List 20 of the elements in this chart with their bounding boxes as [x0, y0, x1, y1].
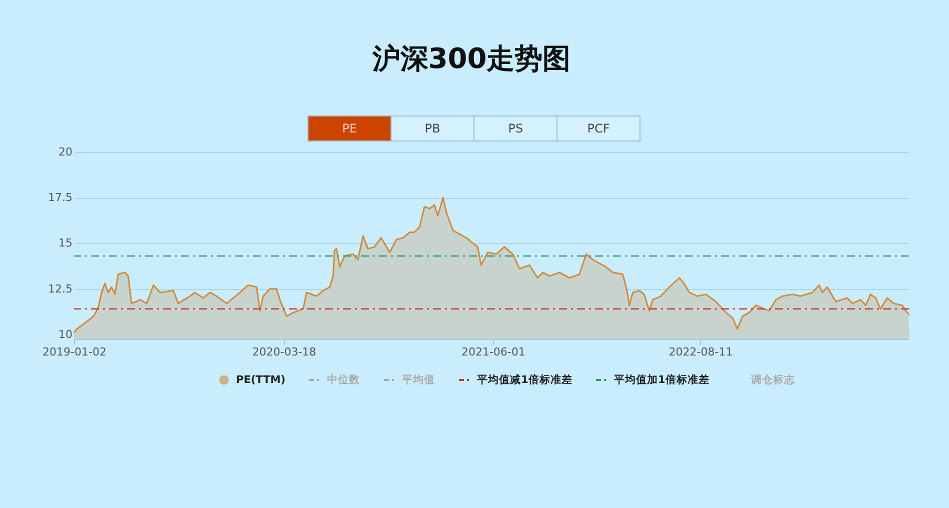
text: PE: [342, 122, 357, 136]
legend-label: 平均值加1倍标准差: [613, 373, 710, 386]
y-tick-label: 10: [58, 328, 72, 341]
y-tick-label: 12.5: [48, 282, 72, 296]
x-tick-label: 2019-01-02: [42, 346, 106, 358]
text: PS: [508, 122, 523, 136]
text: 平均值: [401, 373, 435, 386]
y-tick-label: 15: [58, 236, 72, 250]
y-tick-label: 20: [58, 146, 72, 158]
text: 调仓标志: [750, 373, 796, 386]
text: PB: [424, 122, 440, 136]
x-tick-label: 2022-08-11: [668, 346, 733, 358]
legend-label: 平均值减1倍标准差: [476, 373, 572, 386]
x-tick-label: 2020-03-18: [252, 346, 316, 358]
x-tick-label: 2021-06-01: [461, 346, 526, 358]
text: PCF: [587, 122, 610, 136]
text: 中位数: [327, 373, 361, 386]
chart-title: 沪深300走势图: [371, 42, 571, 75]
legend-label: PE(TTM): [236, 374, 286, 386]
y-tick-label: 17.5: [48, 191, 72, 204]
